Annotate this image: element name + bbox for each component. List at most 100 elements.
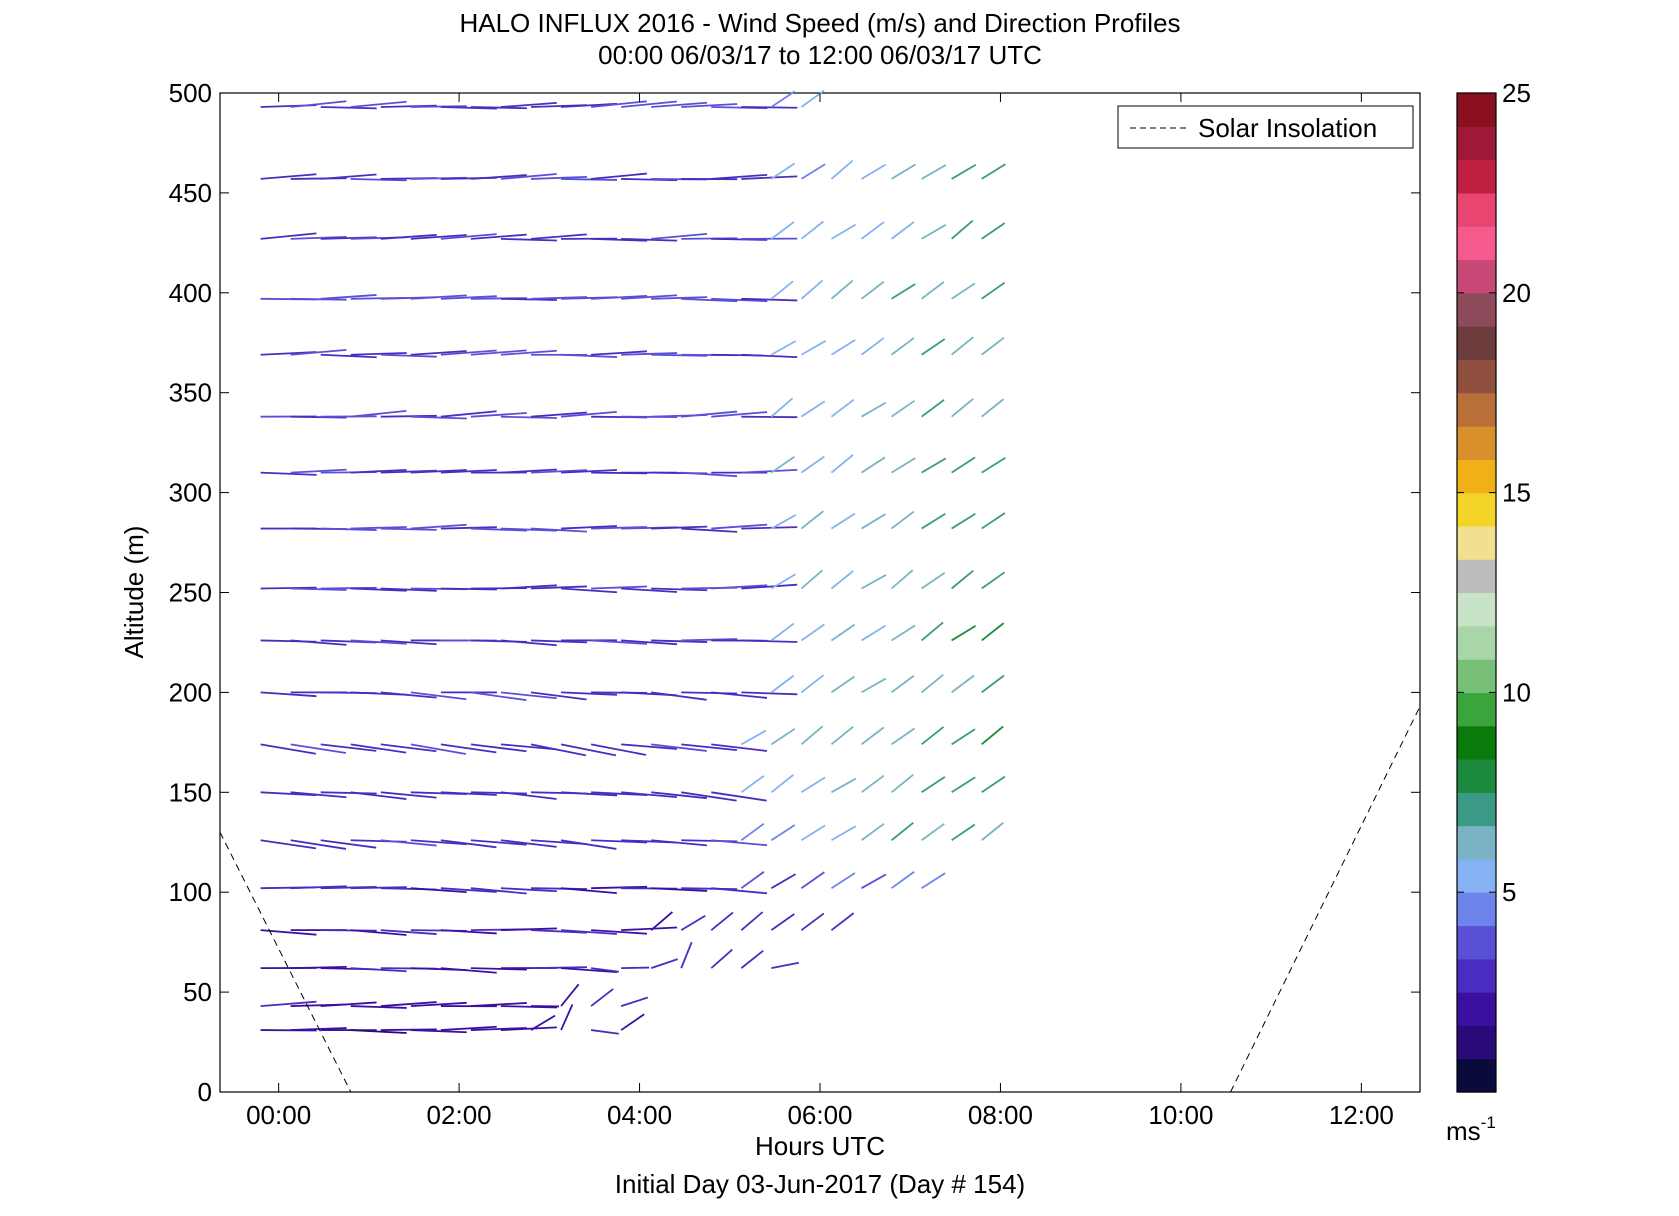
wind-barb	[591, 885, 648, 890]
wind-barb	[951, 512, 976, 530]
wind-barb	[681, 103, 738, 108]
wind-barb	[921, 673, 944, 694]
y-tick-label: 200	[169, 677, 212, 707]
wind-barb	[410, 415, 467, 420]
wind-barb	[530, 691, 587, 701]
y-axis-ticks: 0 50 100 150 200 250 300 350 400 450 500	[169, 78, 1420, 1107]
wind-barb	[740, 871, 765, 889]
wind-barb	[410, 887, 467, 894]
colorbar-strip	[1457, 692, 1496, 727]
wind-barb	[440, 967, 497, 974]
wind-barb	[891, 163, 916, 180]
wind-barb	[800, 455, 825, 474]
wind-barb	[860, 726, 885, 746]
wind-barb	[290, 468, 347, 474]
wind-barb	[591, 294, 648, 300]
wind-barb	[861, 456, 886, 474]
colorbar-strip	[1457, 759, 1496, 793]
wind-barb	[530, 929, 587, 934]
wind-barb	[770, 674, 795, 694]
colorbar-strip	[1457, 326, 1496, 360]
wind-barb	[320, 527, 377, 531]
wind-barb	[621, 966, 650, 970]
wind-barb	[921, 512, 946, 530]
wind-barb	[860, 822, 885, 841]
colorbar-strip	[1457, 559, 1496, 594]
wind-barb	[470, 967, 527, 971]
wind-barb	[350, 886, 407, 890]
wind-barb	[561, 469, 618, 474]
wind-barb	[921, 338, 946, 356]
wind-barb	[830, 675, 856, 694]
wind-barb	[651, 639, 708, 643]
wind-barb	[711, 584, 768, 590]
chart-subtitle: 00:00 06/03/17 to 12:00 06/03/17 UTC	[598, 40, 1042, 70]
colorbar-strip	[1457, 259, 1496, 294]
wind-barb	[831, 777, 857, 794]
wind-barb	[830, 512, 856, 530]
wind-barb	[470, 743, 527, 753]
wind-barb	[410, 691, 467, 701]
wind-barb	[380, 414, 437, 418]
wind-barb	[921, 164, 947, 180]
wind-barb	[740, 911, 764, 931]
wind-barb	[560, 410, 617, 418]
wind-barb	[981, 725, 1004, 746]
y-axis-label: Altitude (m)	[119, 526, 149, 659]
wind-barb	[380, 527, 437, 531]
x-tick-label: 02:00	[427, 1100, 492, 1130]
wind-barb	[770, 90, 796, 108]
colorbar-strip	[1457, 525, 1496, 560]
colorbar: 5 10 15 20 25 ms-1	[1446, 78, 1531, 1146]
legend: Solar Insolation	[1117, 105, 1414, 149]
wind-barb	[560, 967, 617, 974]
wind-barb	[500, 584, 557, 590]
wind-barb	[530, 296, 588, 300]
wind-barb	[560, 1004, 574, 1031]
wind-barb	[651, 743, 707, 752]
x-tick-label: 08:00	[968, 1100, 1033, 1130]
wind-barb	[380, 639, 437, 646]
wind-barb	[410, 1001, 467, 1007]
wind-barb	[740, 775, 765, 794]
wind-barb	[470, 791, 527, 795]
wind-barb	[500, 297, 557, 301]
wind-barb	[981, 281, 1006, 300]
wind-barb	[320, 586, 377, 590]
wind-barb	[681, 471, 738, 478]
wind-barb	[861, 574, 887, 590]
chart-title: HALO INFLUX 2016 - Wind Speed (m/s) and …	[459, 8, 1180, 38]
wind-barb	[260, 1000, 317, 1007]
wind-barb	[500, 349, 557, 356]
wind-barb	[981, 775, 1006, 794]
colorbar-frame	[1456, 92, 1497, 1093]
wind-barb	[800, 163, 826, 180]
wind-barb	[891, 727, 916, 746]
wind-barb	[770, 162, 796, 180]
y-tick-label: 250	[169, 578, 212, 608]
colorbar-tick-label: 20	[1502, 278, 1531, 308]
colorbar-tick-label: 5	[1502, 877, 1516, 907]
wind-barb	[350, 352, 407, 356]
wind-barb	[651, 587, 708, 592]
colorbar-strip	[1457, 392, 1496, 427]
wind-barb	[500, 101, 557, 108]
colorbar-strip	[1457, 958, 1496, 993]
wind-barb	[770, 397, 794, 418]
wind-barb	[741, 106, 798, 109]
wind-barb	[350, 409, 407, 418]
wind-barb	[681, 743, 738, 752]
wind-barb	[891, 457, 916, 474]
wind-barb	[741, 297, 798, 302]
colorbar-strip	[1457, 1025, 1496, 1060]
wind-barb	[921, 399, 945, 418]
wind-barb	[561, 691, 618, 696]
wind-barb	[470, 527, 527, 532]
wind-barb	[651, 101, 708, 108]
wind-barb	[651, 691, 707, 701]
wind-barb	[951, 625, 977, 642]
colorbar-strip	[1457, 925, 1496, 960]
wind-barb	[921, 872, 946, 889]
wind-barb	[830, 725, 854, 746]
wind-barb	[651, 296, 708, 300]
